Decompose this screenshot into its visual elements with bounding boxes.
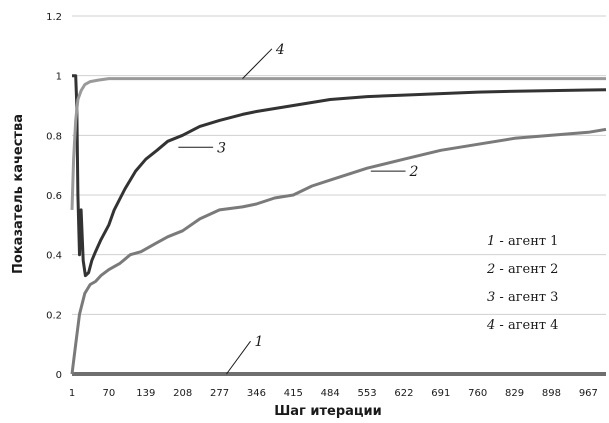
legend-number: 1 [487,234,495,249]
legend: 1 - агент 12 - агент 23 - агент 34 - аге… [486,234,558,333]
x-tick-label: 967 [579,388,598,399]
y-tick-label: 1.2 [46,12,62,23]
legend-label: - агент 1 [495,234,558,249]
x-tick-label: 622 [394,388,413,399]
x-tick-label: 691 [431,388,450,399]
series-line-4 [70,77,606,210]
x-axis-title: Шаг итерации [274,404,382,419]
x-tick-label: 277 [210,388,229,399]
annotations: 1 2 3 4 [178,42,419,375]
legend-number: 2 [486,262,495,277]
x-axis: 1 70 139 208 277 346 415 484 553 622 691 760 829 898 9… [69,373,606,399]
grid [72,15,606,315]
legend-item-4: 4 - агент 4 [486,318,558,333]
x-tick-label: 760 [468,388,487,399]
y-tick-label: 1 [56,72,62,83]
annotation-label-4: 4 [275,42,285,58]
x-tick-label: 484 [321,388,340,399]
series-line-3 [72,74,607,278]
annotation-leader-1 [226,340,251,375]
x-tick-label: 1 [69,388,75,399]
legend-item-3: 3 - агент 3 [487,290,558,305]
y-tick-label: 0.8 [46,131,62,142]
y-tick-label: 0.4 [46,251,62,262]
x-tick-label: 415 [284,388,303,399]
y-tick-label: 0.2 [46,310,62,321]
legend-label: - агент 4 [495,318,558,333]
annotation-label-3: 3 [217,140,226,156]
series-line-2 [70,127,607,375]
annotation-leader-4 [242,48,273,80]
x-tick-label: 898 [542,388,561,399]
legend-number: 3 [487,290,495,305]
x-tick-label: 139 [136,388,155,399]
x-tick-label: 553 [358,388,377,399]
legend-label: - агент 3 [495,290,558,305]
series-group [70,74,607,376]
x-tick-label: 70 [103,388,116,399]
legend-item-2: 2 - агент 2 [486,262,558,277]
x-tick-label: 829 [505,388,524,399]
y-axis: 0 0.2 0.4 0.6 0.8 1 1.2 [46,12,62,381]
y-axis-title: Показатель качества [11,114,26,274]
x-tick-label: 346 [247,388,266,399]
y-tick-label: 0 [56,370,62,381]
legend-label: - агент 2 [495,262,558,277]
legend-number: 4 [486,318,495,333]
y-tick-label: 0.6 [46,191,62,202]
annotation-label-2: 2 [409,164,419,180]
legend-item-1: 1 - агент 1 [487,234,558,249]
x-tick-label: 208 [173,388,192,399]
annotation-label-1: 1 [255,334,264,350]
